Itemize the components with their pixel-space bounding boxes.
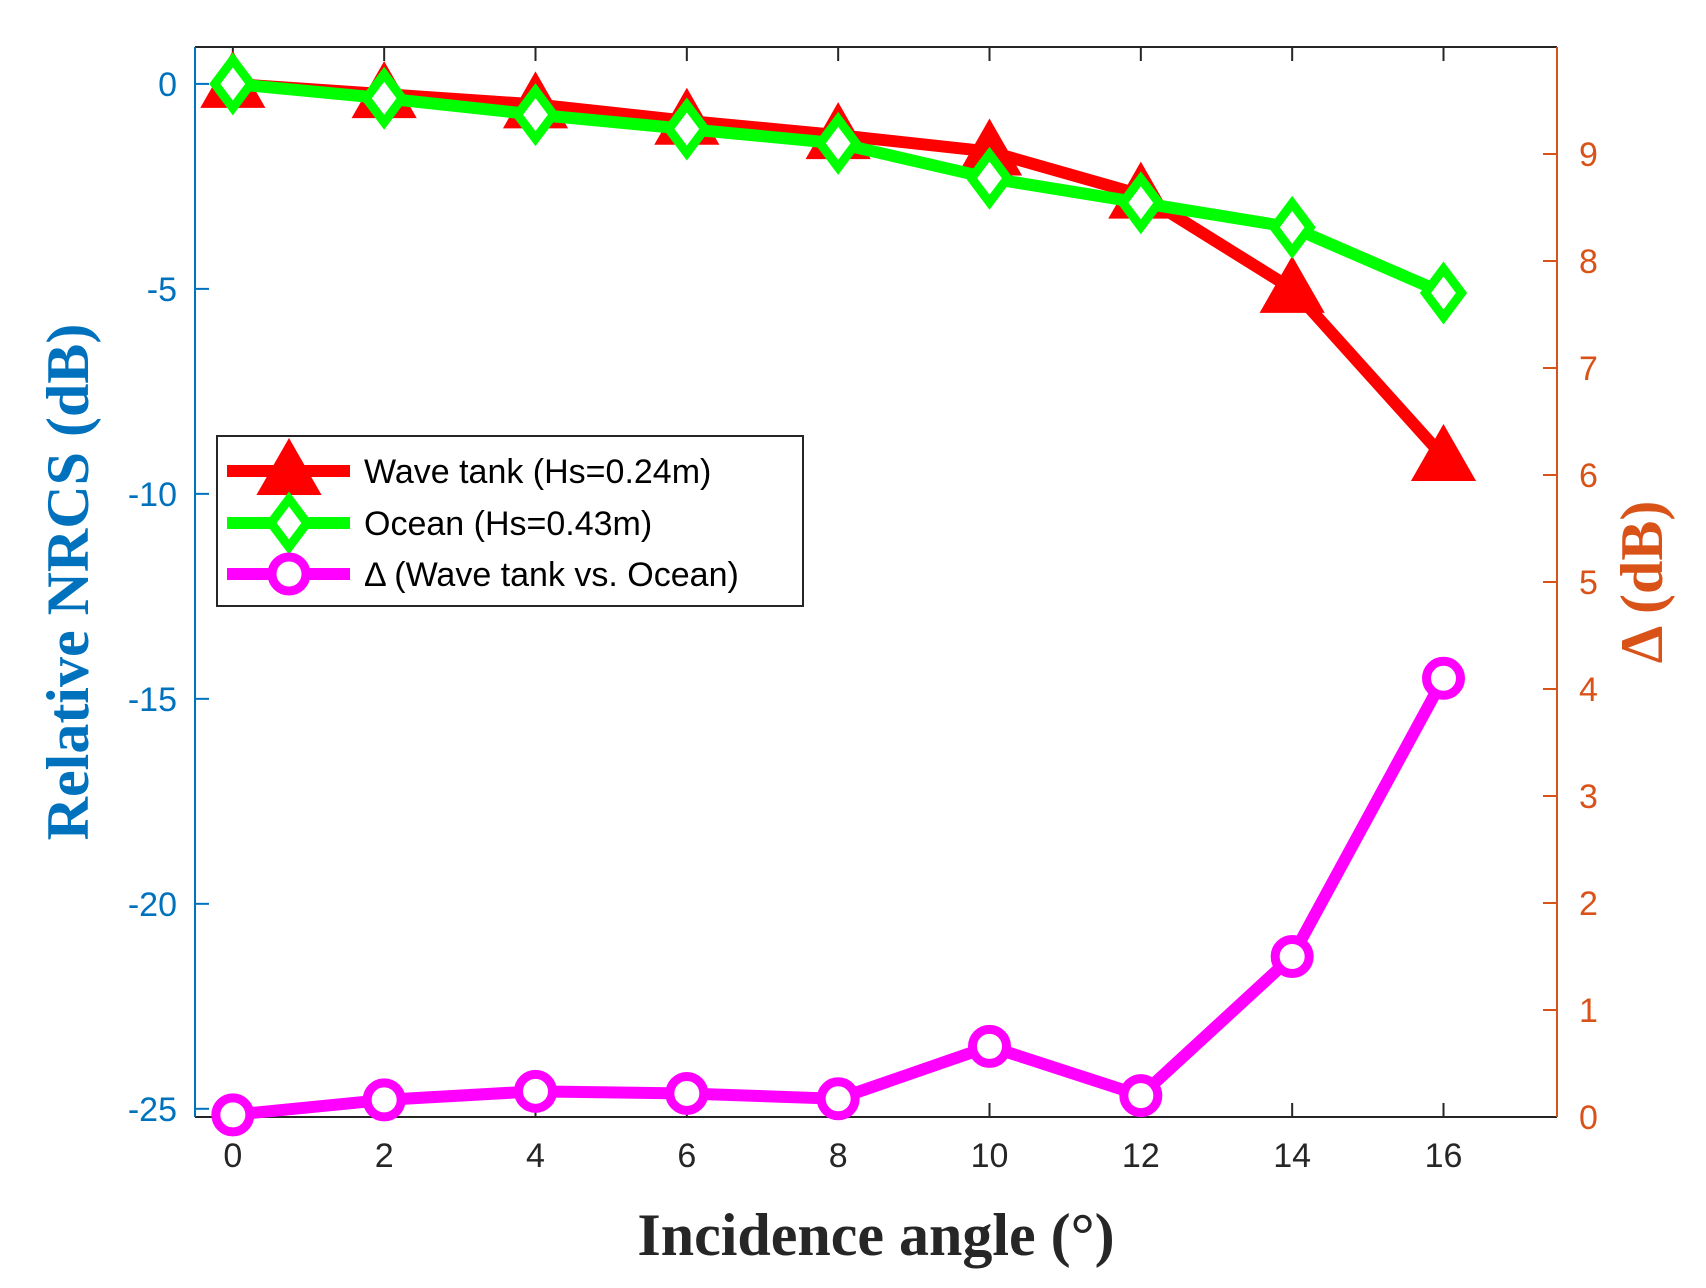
right-tick-label: 3 [1579,778,1598,816]
right-tick-label: 6 [1579,457,1598,495]
left-tick-label: -15 [128,681,177,719]
x-tick-label: 14 [1273,1137,1311,1175]
x-axis-ticks: 0 2 4 6 8 10 12 14 16 [223,47,1462,1175]
data-point-delta [1119,1074,1163,1118]
x-tick-label: 6 [677,1137,696,1175]
legend-label-wave-tank: Wave tank (Hs=0.24m) [364,453,711,491]
x-tick-label: 10 [971,1137,1009,1175]
data-point-ocean [1268,195,1316,259]
axes [194,46,1558,1118]
right-tick-label: 1 [1579,992,1598,1030]
data-point-delta [968,1024,1011,1068]
left-tick-label: -10 [128,476,177,514]
left-tick-label: -20 [128,886,177,924]
right-tick-label: 4 [1579,671,1598,709]
data-point-delta [1270,935,1314,978]
legend-label-delta: Δ (Wave tank vs. Ocean) [364,556,739,594]
legend-marker-ocean [265,491,313,555]
right-tick-label: 8 [1579,243,1598,281]
right-tick-label: 0 [1579,1099,1598,1137]
data-point-delta [514,1069,557,1113]
data-point-ocean [360,66,408,130]
x-tick-label: 8 [829,1137,848,1175]
right-axis-title: Δ (dB) [1609,501,1675,664]
data-point-ocean [965,146,1014,210]
series-layer [200,50,1477,1137]
x-tick-label: 2 [375,1137,394,1175]
data-point-ocean [1419,261,1468,325]
left-tick-label: 0 [158,66,177,104]
right-axis-ticks: 0 1 2 3 4 5 6 7 8 9 [1543,136,1598,1137]
left-axis-title: Relative NRCS (dB) [35,324,101,841]
data-point-delta [665,1071,709,1115]
data-point-wave-tank [1410,423,1477,481]
x-tick-label: 16 [1425,1137,1463,1175]
data-point-ocean [663,97,711,161]
left-tick-label: -5 [147,271,177,309]
data-point-ocean [814,111,862,175]
legend: Wave tank (Hs=0.24m) Ocean (Hs=0.43m) Δ … [216,435,804,607]
right-tick-label: 2 [1579,885,1598,923]
legend-marker-delta [267,552,311,596]
legend-label-ocean: Ocean (Hs=0.43m) [364,505,652,543]
x-tick-label: 12 [1122,1137,1160,1175]
data-point-ocean [1117,171,1165,235]
left-axis-ticks: 0 -5 -10 -15 -20 -25 [128,66,209,1129]
series-delta [211,656,1465,1137]
data-point-delta [362,1078,406,1122]
right-tick-label: 7 [1579,350,1598,388]
x-tick-label: 4 [526,1137,545,1175]
x-tick-label: 0 [223,1137,242,1175]
data-point-delta [1422,656,1465,700]
left-tick-label: -25 [128,1091,177,1129]
data-point-ocean [511,83,560,147]
right-tick-label: 5 [1579,564,1598,602]
x-axis-title: Incidence angle (°) [637,1202,1114,1268]
data-point-ocean [209,52,257,116]
data-point-delta [816,1077,860,1121]
data-point-delta [211,1093,255,1137]
legend-entries [227,437,350,596]
series-ocean [209,52,1468,325]
right-tick-label: 9 [1579,136,1598,174]
data-point-wave-tank [1259,255,1325,313]
